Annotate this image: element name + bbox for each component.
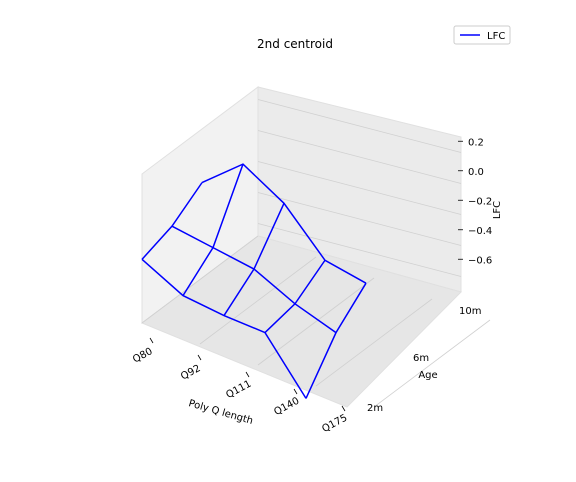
grid-line <box>257 277 375 366</box>
wire-line-age <box>141 258 307 399</box>
z-tick-label: 0.0 <box>468 167 484 178</box>
wire-line-age <box>171 225 337 334</box>
grid-line <box>315 298 433 387</box>
y-axis-label: Age <box>418 370 437 381</box>
chart-title: 2nd centroid <box>257 37 333 51</box>
grid-line <box>257 99 462 153</box>
grid-line <box>141 235 259 324</box>
x-tick <box>293 388 298 395</box>
z-tick-label: −0.6 <box>468 255 492 266</box>
x-tick <box>245 371 250 378</box>
legend-label: LFC <box>487 31 505 42</box>
y-tick-label: 2m <box>367 403 383 414</box>
z-tick-label: −0.4 <box>468 226 492 237</box>
x-tick <box>341 405 346 412</box>
x-tick <box>149 337 154 344</box>
x-tick <box>197 354 202 361</box>
z-tick-label: 0.2 <box>468 137 484 148</box>
surface-wireframe <box>141 163 367 399</box>
z-tick-label: −0.2 <box>468 196 492 207</box>
z-axis-label: LFC <box>492 201 503 219</box>
grid-lines <box>141 99 491 408</box>
grid-line <box>257 130 462 184</box>
y-tick-label: 6m <box>413 353 429 364</box>
grid-line <box>257 223 462 277</box>
grid-line <box>373 319 491 408</box>
grid-line <box>257 192 462 246</box>
grid-line <box>257 161 462 215</box>
wire-line-age <box>201 163 367 284</box>
y-tick-label: 10m <box>459 306 481 317</box>
grid-line <box>199 256 317 345</box>
legend: LFC <box>453 25 511 45</box>
